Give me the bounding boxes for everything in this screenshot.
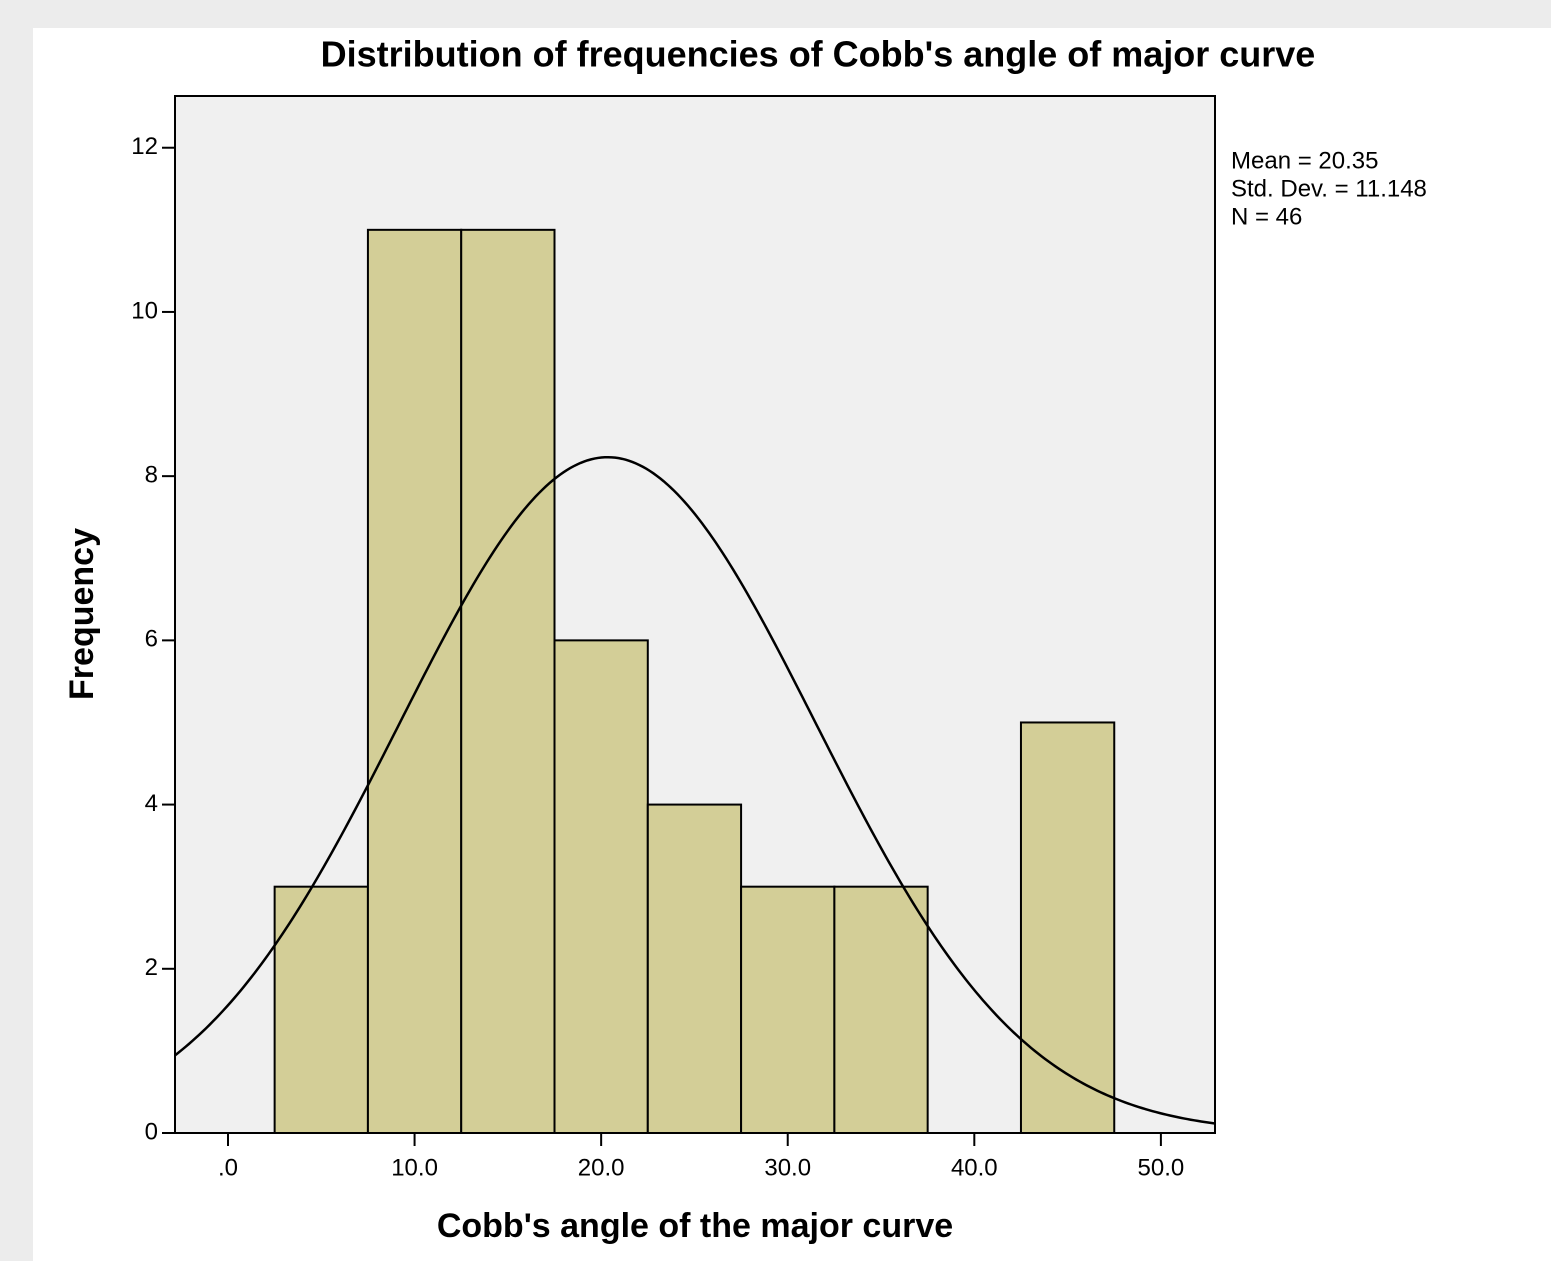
stat-annotation: Std. Dev. = 11.148 <box>1231 175 1427 202</box>
bar <box>646 803 743 1134</box>
y-tick-label: 2 <box>145 954 158 981</box>
stat-annotation: N = 46 <box>1231 203 1302 230</box>
y-axis-label: Frequency <box>63 528 101 700</box>
y-tick-label: 8 <box>145 461 158 488</box>
bar <box>1019 721 1116 1135</box>
y-tick-label: 12 <box>131 133 158 160</box>
bar <box>740 885 836 1134</box>
x-tick-label: .0 <box>218 1154 238 1181</box>
stat-annotation: Mean = 20.35 <box>1231 147 1378 174</box>
bar <box>833 885 929 1134</box>
y-tick-label: 10 <box>131 297 158 324</box>
x-tick-label: 20.0 <box>578 1154 625 1181</box>
x-tick-label: 50.0 <box>1138 1154 1185 1181</box>
x-axis-label: Cobb's angle of the major curve <box>437 1207 953 1245</box>
x-tick-label: 30.0 <box>764 1154 811 1181</box>
x-tick-label: 10.0 <box>391 1154 438 1181</box>
x-tick-label: 40.0 <box>951 1154 998 1181</box>
bar <box>460 228 556 1134</box>
plot-frame <box>174 95 1216 1134</box>
bar <box>273 885 369 1134</box>
chart-title: Distribution of frequencies of Cobb's an… <box>321 34 1316 75</box>
y-tick-label: 0 <box>145 1118 158 1145</box>
normal-curve <box>175 455 1215 1125</box>
bar <box>553 639 649 1134</box>
bar <box>366 228 463 1134</box>
y-tick-label: 6 <box>145 626 158 653</box>
y-tick-label: 4 <box>145 790 158 817</box>
